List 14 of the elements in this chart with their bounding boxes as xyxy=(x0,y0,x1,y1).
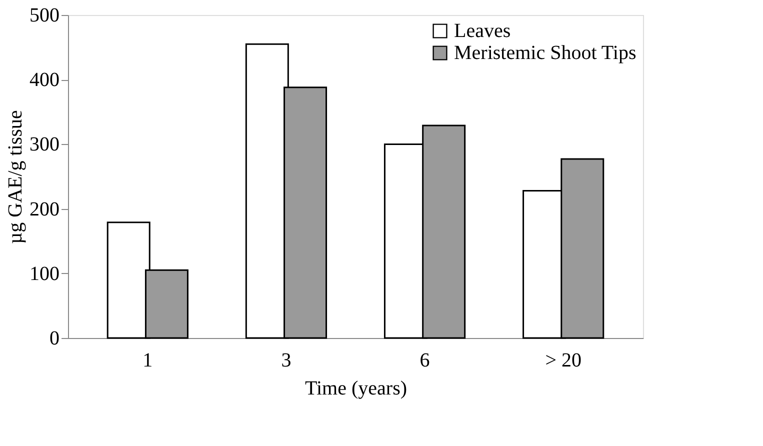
x-tick-label: 6 xyxy=(420,350,430,372)
legend-label: Meristemic Shoot Tips xyxy=(454,42,636,64)
x-tick-label: 3 xyxy=(281,350,292,372)
y-tick-label: 300 xyxy=(30,134,60,156)
x-tick-label: > 20 xyxy=(545,350,582,372)
x-axis-title: Time (years) xyxy=(304,378,408,400)
legend-label: Leaves xyxy=(454,20,511,42)
y-tick-label: 200 xyxy=(30,198,60,220)
y-tick-label: 0 xyxy=(50,328,60,350)
y-axis-title: µg GAE/g tissue xyxy=(4,110,26,244)
x-tick-label: 1 xyxy=(142,350,153,372)
y-tick-label: 500 xyxy=(30,4,60,26)
y-tick-label: 400 xyxy=(30,69,60,92)
y-tick-label: 100 xyxy=(30,262,60,285)
